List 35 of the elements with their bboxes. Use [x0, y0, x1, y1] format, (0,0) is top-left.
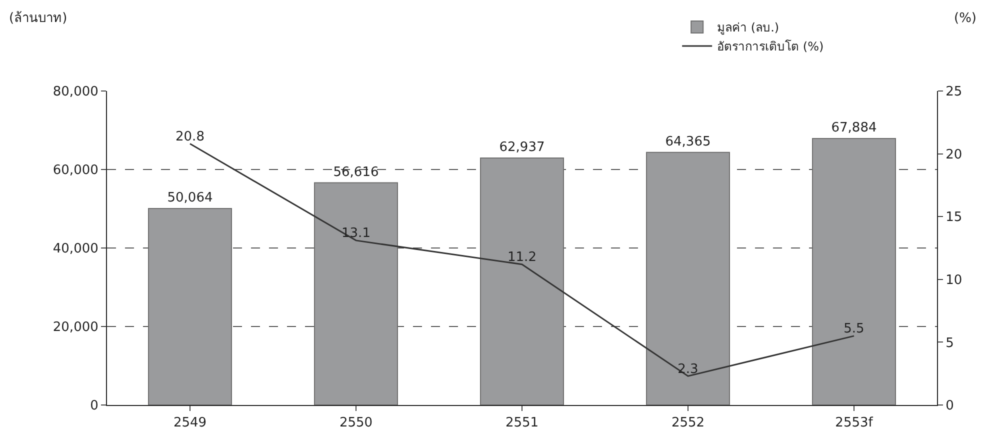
data-label: 56,616 — [333, 164, 379, 180]
data-label: 62,937 — [499, 140, 545, 155]
data-label: 2.3 — [678, 362, 698, 377]
x-tick-label: 2550 — [339, 416, 373, 431]
y2-tick-label: 10 — [946, 272, 962, 288]
x-tick-label: 2551 — [505, 416, 539, 431]
y2-tick-label: 25 — [946, 84, 962, 100]
data-label: 64,365 — [665, 134, 711, 150]
bar — [646, 152, 730, 405]
y2-tick-label: 20 — [946, 147, 962, 162]
y2-tick-label: 0 — [946, 398, 954, 414]
bar — [148, 208, 232, 405]
y-tick-label: 0 — [90, 398, 98, 414]
x-tick-label: 2549 — [173, 416, 207, 431]
data-label: 5.5 — [844, 322, 864, 337]
data-label: 50,064 — [167, 190, 213, 206]
legend-label: มูลค่า (ลบ.) — [717, 20, 780, 36]
y-tick-label: 40,000 — [52, 242, 98, 257]
data-label: 20.8 — [176, 130, 204, 144]
data-label: 67,884 — [831, 120, 877, 136]
legend-label: อัตราการเติบโต (%) — [717, 40, 824, 54]
y-axis-title: (ล้านบาท) — [9, 11, 68, 26]
y-tick-label: 20,000 — [52, 320, 98, 336]
bar — [480, 157, 564, 405]
y2-axis-title: (%) — [954, 11, 976, 26]
y2-tick-label: 5 — [946, 336, 954, 351]
y-tick-label: 60,000 — [52, 163, 98, 178]
y-tick-label: 80,000 — [52, 84, 98, 100]
x-tick-label: 2553f — [835, 416, 874, 431]
data-label: 11.2 — [508, 250, 536, 266]
bar — [314, 182, 398, 405]
x-tick-label: 2552 — [671, 416, 705, 431]
y2-tick-label: 15 — [946, 210, 962, 226]
bar — [812, 138, 896, 405]
data-label: 13.1 — [342, 226, 370, 242]
